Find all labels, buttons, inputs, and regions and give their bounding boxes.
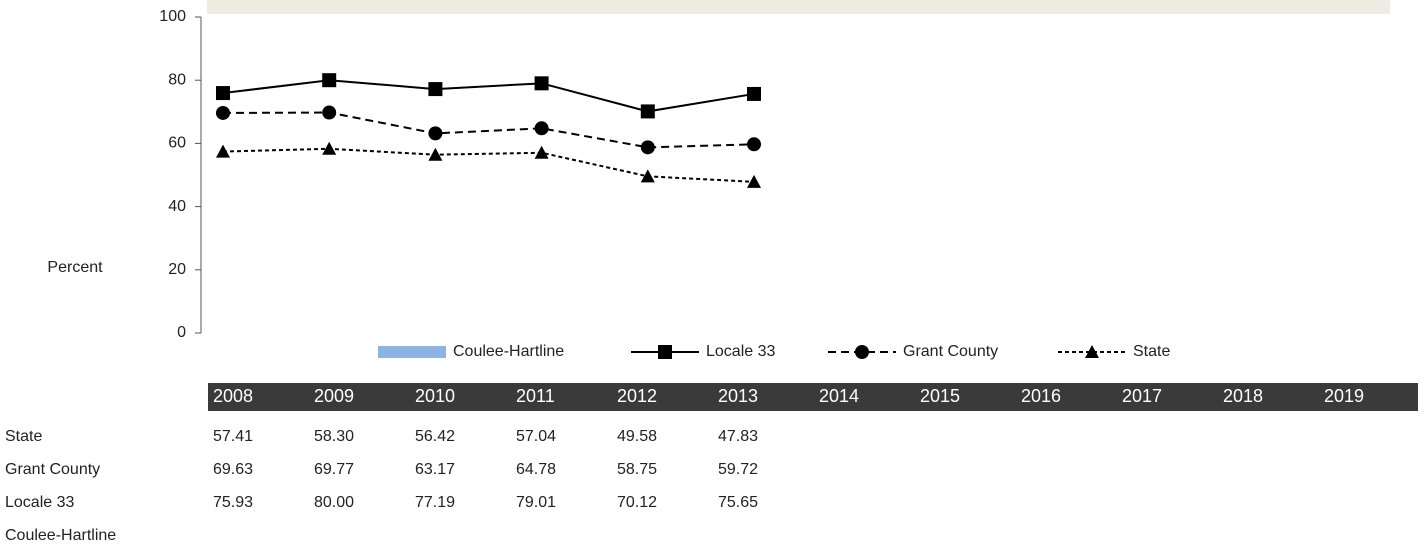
marker bbox=[428, 126, 443, 141]
table-cell: 49.58 bbox=[617, 428, 657, 445]
table-header-cell: 2014 bbox=[819, 386, 859, 406]
table-header-cell: 2016 bbox=[1021, 386, 1061, 406]
y-tick-label: 40 bbox=[168, 198, 186, 215]
table-cell: 80.00 bbox=[314, 494, 354, 511]
table-header-cell: 2008 bbox=[213, 386, 253, 406]
table-cell: 77.19 bbox=[415, 494, 455, 511]
title-band bbox=[207, 0, 1390, 14]
table-cell: 69.77 bbox=[314, 461, 354, 478]
marker bbox=[640, 140, 655, 155]
table-row-label: Locale 33 bbox=[5, 494, 74, 511]
table-row-label: State bbox=[5, 428, 42, 445]
table-cell: 69.63 bbox=[213, 461, 253, 478]
table-cell: 57.04 bbox=[516, 428, 556, 445]
table-row-label: Coulee-Hartline bbox=[5, 527, 116, 544]
table-cell: 56.42 bbox=[415, 428, 455, 445]
table-cell: 57.41 bbox=[213, 428, 253, 445]
table-header-cell: 2011 bbox=[516, 386, 555, 406]
y-axis-label: Percent bbox=[47, 259, 103, 276]
table-cell: 58.75 bbox=[617, 461, 657, 478]
table-cell: 63.17 bbox=[415, 461, 455, 478]
legend-swatch bbox=[378, 346, 446, 358]
marker bbox=[640, 104, 655, 119]
legend-label: Grant County bbox=[903, 343, 998, 360]
marker bbox=[322, 141, 337, 155]
table-cell: 47.83 bbox=[718, 428, 758, 445]
legend-label: Coulee-Hartline bbox=[453, 343, 564, 360]
table-cell: 75.93 bbox=[213, 494, 253, 511]
table-cell: 64.78 bbox=[516, 461, 556, 478]
table-header-cell: 2009 bbox=[314, 386, 354, 406]
table-header-cell: 2010 bbox=[415, 386, 455, 406]
marker bbox=[534, 145, 549, 159]
y-tick-label: 80 bbox=[168, 71, 186, 88]
table-header-cell: 2013 bbox=[718, 386, 758, 406]
series-line bbox=[222, 147, 755, 183]
series-line bbox=[222, 111, 755, 149]
marker bbox=[322, 105, 337, 120]
marker bbox=[428, 82, 443, 97]
marker bbox=[428, 147, 443, 161]
y-tick-label: 20 bbox=[168, 261, 186, 278]
y-tick-label: 0 bbox=[177, 324, 186, 341]
marker bbox=[216, 86, 230, 101]
marker bbox=[534, 76, 549, 91]
legend-marker bbox=[658, 345, 672, 359]
table-header-cell: 2019 bbox=[1324, 386, 1364, 406]
table-header-cell: 2018 bbox=[1223, 386, 1263, 406]
legend-label: State bbox=[1133, 343, 1170, 360]
y-tick-label: 100 bbox=[159, 8, 186, 25]
table-header-cell: 2017 bbox=[1122, 386, 1162, 406]
table-header-cell: 2012 bbox=[617, 386, 657, 406]
table-cell: 79.01 bbox=[516, 494, 556, 511]
table-cell: 58.30 bbox=[314, 428, 354, 445]
y-tick-label: 60 bbox=[168, 135, 186, 152]
table-cell: 70.12 bbox=[617, 494, 657, 511]
marker bbox=[534, 121, 549, 136]
table-cell: 75.65 bbox=[718, 494, 758, 511]
legend-label: Locale 33 bbox=[706, 343, 775, 360]
marker bbox=[747, 86, 761, 101]
series-line bbox=[222, 79, 755, 113]
marker bbox=[216, 105, 230, 120]
legend-marker bbox=[855, 345, 869, 359]
table-cell: 59.72 bbox=[718, 461, 758, 478]
marker bbox=[747, 174, 761, 188]
table-header bbox=[208, 383, 1418, 411]
legend-marker bbox=[1085, 345, 1099, 358]
marker bbox=[640, 169, 655, 183]
marker bbox=[322, 73, 337, 88]
marker bbox=[216, 144, 230, 158]
marker bbox=[747, 137, 761, 152]
table-row-label: Grant County bbox=[5, 461, 100, 478]
table-header-cell: 2015 bbox=[920, 386, 960, 406]
